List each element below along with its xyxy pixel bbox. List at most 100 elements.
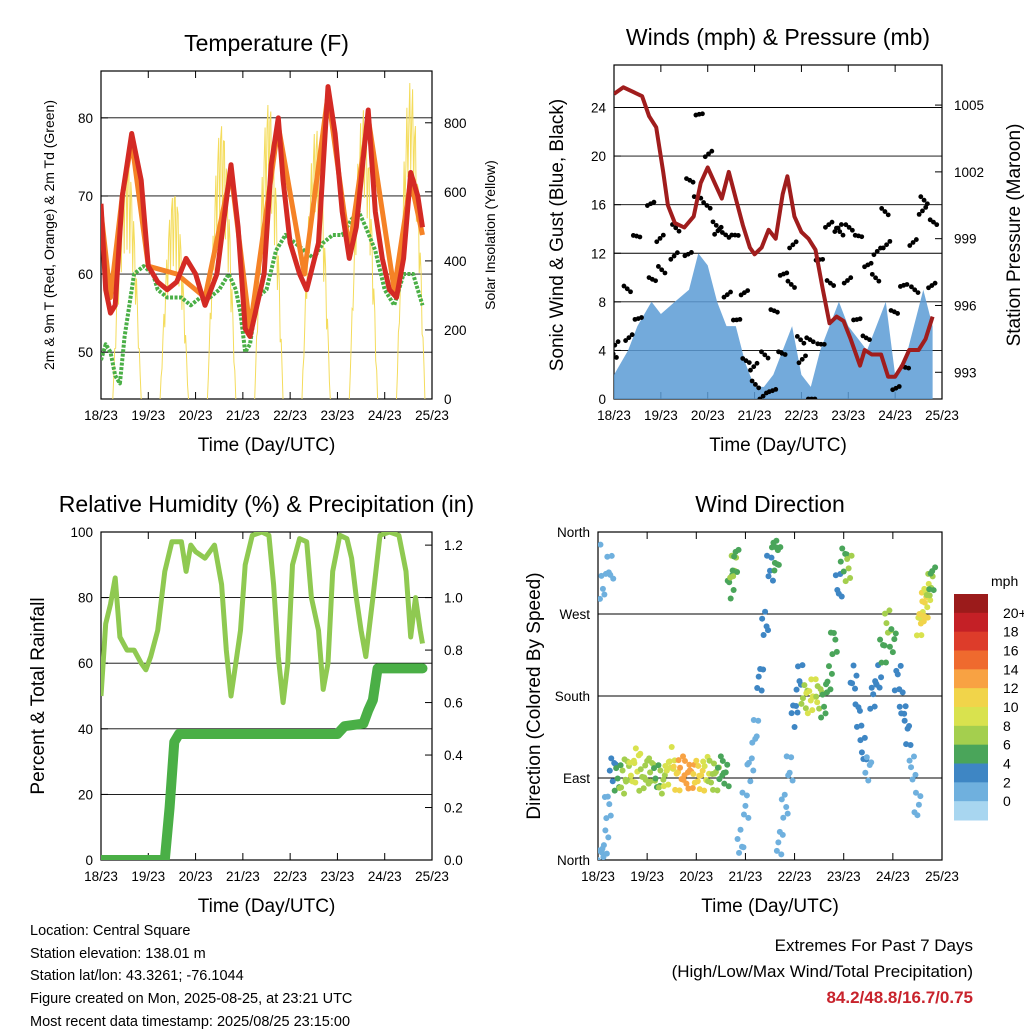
y-tick-label: 4 bbox=[598, 343, 606, 358]
total-rainfall-line bbox=[101, 663, 428, 860]
gust-point bbox=[660, 232, 666, 238]
direction-point bbox=[632, 779, 639, 786]
gust-point bbox=[621, 283, 627, 289]
gust-point bbox=[884, 242, 889, 248]
direction-point bbox=[924, 614, 931, 621]
gust-point bbox=[671, 253, 677, 259]
direction-point bbox=[619, 767, 626, 774]
y-right-tick-label: 1.2 bbox=[444, 538, 463, 553]
direction-point bbox=[788, 754, 795, 761]
direction-point bbox=[849, 680, 856, 687]
direction-point bbox=[858, 722, 865, 729]
direction-point bbox=[701, 763, 708, 770]
gust-point bbox=[873, 275, 878, 281]
direction-point bbox=[883, 620, 890, 627]
direction-point bbox=[863, 754, 870, 761]
gust-point bbox=[840, 232, 846, 238]
direction-point bbox=[804, 710, 811, 717]
x-axis-label: Time (Day/UTC) bbox=[709, 435, 847, 456]
direction-point bbox=[661, 772, 668, 779]
x-tick-label: 19/23 bbox=[644, 408, 678, 423]
gust-point bbox=[913, 237, 919, 242]
direction-point bbox=[829, 651, 836, 658]
direction-point bbox=[768, 554, 775, 561]
data-timestamp: Most recent data timestamp: 2025/08/25 2… bbox=[30, 1013, 351, 1030]
direction-point bbox=[755, 717, 762, 724]
gust-point bbox=[846, 224, 852, 230]
direction-point bbox=[799, 695, 806, 702]
gust-point bbox=[837, 229, 843, 235]
gust-point bbox=[748, 367, 753, 373]
extremes-values: 84.2/48.8/16.7/0.75 bbox=[826, 988, 973, 1007]
direction-point bbox=[736, 849, 743, 856]
direction-point bbox=[781, 791, 788, 798]
direction-point bbox=[668, 744, 675, 751]
y-axis-label: Direction (Colored By Speed) bbox=[524, 572, 545, 819]
direction-point bbox=[665, 759, 672, 766]
direction-point bbox=[709, 786, 716, 793]
direction-point bbox=[877, 636, 884, 643]
direction-point bbox=[794, 709, 801, 716]
y-right-tick-label: 999 bbox=[954, 232, 977, 247]
direction-point bbox=[908, 764, 915, 771]
direction-point bbox=[598, 595, 603, 602]
series-line-2m-t bbox=[101, 84, 425, 339]
x-tick-label: 25/23 bbox=[415, 408, 449, 423]
direction-point bbox=[747, 778, 754, 785]
x-tick-label: 22/23 bbox=[785, 408, 819, 423]
direction-point bbox=[636, 787, 643, 794]
extremes-summary: Extremes For Past 7 Days (High/Low/Max W… bbox=[672, 933, 973, 1011]
x-tick-label: 24/23 bbox=[368, 408, 402, 423]
direction-point bbox=[812, 676, 819, 683]
colorbar-swatch bbox=[954, 801, 988, 821]
direction-point bbox=[724, 761, 731, 768]
gust-point bbox=[655, 264, 661, 269]
direction-point bbox=[838, 593, 845, 600]
direction-point bbox=[652, 775, 659, 782]
direction-point bbox=[778, 796, 785, 803]
gust-point bbox=[623, 338, 628, 343]
direction-point bbox=[600, 842, 607, 849]
direction-point bbox=[765, 627, 772, 634]
station-location: Location: Central Square bbox=[30, 923, 191, 939]
x-tick-label: 24/23 bbox=[878, 408, 912, 423]
direction-point bbox=[699, 767, 706, 774]
direction-point bbox=[708, 779, 715, 786]
x-tick-label: 18/23 bbox=[597, 408, 631, 423]
x-tick-label: 22/23 bbox=[273, 408, 307, 423]
direction-point bbox=[901, 710, 908, 717]
direction-point bbox=[891, 636, 898, 643]
direction-point bbox=[870, 691, 877, 698]
direction-dots bbox=[598, 537, 939, 860]
direction-point bbox=[767, 567, 773, 574]
colorbar-label: 18 bbox=[1003, 624, 1019, 640]
direction-point bbox=[788, 710, 795, 717]
gust-point bbox=[835, 225, 841, 231]
gust-point bbox=[849, 227, 855, 233]
gust-point bbox=[931, 219, 936, 225]
direction-point bbox=[731, 553, 738, 560]
direction-point bbox=[914, 812, 921, 819]
direction-point bbox=[727, 595, 734, 602]
direction-point bbox=[743, 792, 750, 799]
direction-point bbox=[614, 775, 621, 782]
y-right-tick-label: 1.0 bbox=[444, 591, 463, 606]
direction-point bbox=[642, 762, 649, 769]
direction-point bbox=[698, 772, 705, 779]
direction-point bbox=[760, 666, 767, 673]
gust-point bbox=[787, 245, 792, 251]
y-right-tick-label: 0.6 bbox=[444, 696, 463, 711]
gust-point bbox=[796, 360, 802, 366]
direction-point bbox=[657, 767, 664, 774]
direction-point bbox=[825, 663, 832, 670]
gust-point bbox=[668, 256, 674, 262]
solar-insolation-line bbox=[348, 110, 379, 399]
direction-point bbox=[821, 703, 828, 710]
gust-point bbox=[718, 224, 724, 230]
direction-point bbox=[892, 630, 899, 637]
direction-point bbox=[604, 793, 611, 800]
gust-point bbox=[821, 341, 827, 347]
direction-point bbox=[754, 684, 761, 691]
direction-point bbox=[632, 745, 639, 752]
chart-title: Temperature (F) bbox=[184, 30, 349, 56]
